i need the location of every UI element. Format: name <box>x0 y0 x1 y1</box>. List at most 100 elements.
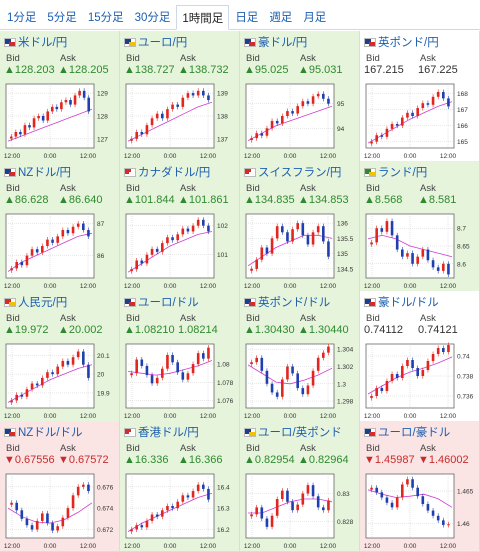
pair-header[interactable]: 豪ドル/円 <box>244 35 307 49</box>
candle <box>265 128 269 136</box>
pair-header[interactable]: 米ドル/円 <box>4 35 67 49</box>
pair-name[interactable]: 米ドル/円 <box>18 37 68 49</box>
rate-card[interactable]: 米ドル/円 Bid Ask ▲128.203 ▲128.205 12:00 0:00 12:0… <box>0 31 120 162</box>
pair-header[interactable]: NZドル/ドル <box>4 425 83 439</box>
pair-name[interactable]: 人民元/円 <box>18 297 68 309</box>
rate-card[interactable]: ランド/円 Bid Ask ▲8.568 ▲8.581 12:00 0:00 12:00 8.7… <box>360 161 480 292</box>
tab-timeframe[interactable]: 1分足 <box>7 12 37 24</box>
rate-card[interactable]: 英ポンド/円 Bid Ask 167.215 167.225 12:00 0:00 12:00… <box>360 31 480 162</box>
tab-timeframe[interactable]: 5分足 <box>47 12 77 24</box>
candle <box>385 497 389 503</box>
pair-name[interactable]: 豪ドル/ドル <box>378 297 439 309</box>
pair-name[interactable]: スイスフラン/円 <box>258 167 342 179</box>
pair-header[interactable]: スイスフラン/円 <box>244 165 341 179</box>
price-chart[interactable]: 12:00 0:00 12:00 20.1 20 19.9 <box>4 342 116 420</box>
pair-header[interactable]: 英ポンド/ドル <box>244 295 330 309</box>
pair-header[interactable]: 人民元/円 <box>4 295 67 309</box>
price-chart[interactable]: 12:00 0:00 12:00 0.676 0.674 0.672 <box>4 472 116 550</box>
price-chart[interactable]: 12:00 0:00 12:00 0.83 0.828 <box>244 472 356 550</box>
price-chart[interactable]: 12:00 0:00 12:00 0.74 0.738 0.736 <box>364 342 476 420</box>
pair-name[interactable]: 英ポンド/円 <box>378 37 439 49</box>
rate-card[interactable]: ユーロ/ドル Bid Ask ▲1.08210 1.08214 12:00 0:00 12:0… <box>120 291 240 422</box>
price-chart[interactable]: 12:00 0:00 12:00 1.08 1.078 1.076 <box>124 342 236 420</box>
rate-card[interactable]: ユーロ/英ポンド Bid Ask ▲0.82954 ▲0.82964 12:00 0:00 1… <box>240 421 360 552</box>
bid-label: Bid <box>246 53 260 64</box>
pair-name[interactable]: ユーロ/豪ドル <box>378 427 451 439</box>
pair-header[interactable]: カナダドル/円 <box>124 165 210 179</box>
pair-name[interactable]: 英ポンド/ドル <box>258 297 331 309</box>
candle <box>286 366 289 380</box>
tab-timeframe[interactable]: 15分足 <box>87 12 124 24</box>
pair-header[interactable]: 香港ドル/円 <box>124 425 199 439</box>
pair-header[interactable]: ユーロ/ドル <box>124 295 199 309</box>
candle <box>426 103 430 105</box>
tab-timeframe[interactable]: 日足 <box>235 12 259 24</box>
rate-card[interactable]: ユーロ/円 Bid Ask ▲138.727 ▲138.732 12:00 0:00 12:0… <box>120 31 240 162</box>
pair-name[interactable]: 豪ドル/円 <box>258 37 308 49</box>
pair-header[interactable]: ランド/円 <box>364 165 427 179</box>
pair-name[interactable]: 香港ドル/円 <box>138 427 199 439</box>
price-chart[interactable]: 12:00 0:00 12:00 95 94 <box>244 82 356 160</box>
candle <box>286 490 289 502</box>
candle <box>130 138 133 141</box>
price-chart[interactable]: 12:00 0:00 12:00 16.4 16.3 16.2 <box>124 472 236 550</box>
pair-name[interactable]: ユーロ/円 <box>138 37 188 49</box>
candle <box>416 256 419 264</box>
rate-card[interactable]: 豪ドル/ドル Bid Ask 0.74112 0.74121 12:00 0:00 12:00… <box>360 291 480 422</box>
pair-name[interactable]: NZドル/ドル <box>18 427 83 439</box>
x-tick-label: 0:00 <box>164 543 177 550</box>
tab-timeframe[interactable]: 30分足 <box>134 12 171 24</box>
pair-name[interactable]: ユーロ/英ポンド <box>258 427 342 439</box>
price-chart[interactable]: 12:00 0:00 12:00 1.465 1.46 <box>364 472 476 550</box>
rate-card[interactable]: 人民元/円 Bid Ask ▲19.972 ▲20.002 12:00 0:00 12:00 2… <box>0 291 120 422</box>
rate-card[interactable]: スイスフラン/円 Bid Ask ▲134.835 ▲134.853 12:00 0:00 1… <box>240 161 360 292</box>
price-chart[interactable]: 12:00 0:00 12:00 129 128 127 <box>4 82 116 160</box>
price-chart[interactable]: 12:00 0:00 12:00 136 135.5 135 134.5 <box>244 212 356 290</box>
candle <box>145 125 149 135</box>
rate-card[interactable]: NZドル/円 Bid Ask ▲86.628 ▲86.640 12:00 0:00 12:00… <box>0 161 120 292</box>
bid-label: Bid <box>246 443 260 454</box>
price-chart[interactable]: 12:00 0:00 12:00 168 167 166 165 <box>364 82 476 160</box>
pair-header[interactable]: NZドル/円 <box>4 165 71 179</box>
chart-svg: 12:00 0:00 12:00 0.74 0.738 0.736 <box>364 342 474 420</box>
x-tick-label: 12:00 <box>320 153 337 160</box>
candle <box>421 103 425 108</box>
candle <box>9 136 13 139</box>
tab-timeframe[interactable]: 週足 <box>269 12 293 24</box>
price-chart[interactable]: 12:00 0:00 12:00 87 86 <box>4 212 116 290</box>
rate-card[interactable]: 香港ドル/円 Bid Ask ▲16.336 ▲16.366 12:00 0:00 12:00… <box>120 421 240 552</box>
candle <box>281 226 284 233</box>
x-tick-label: 12:00 <box>124 153 141 160</box>
pair-header[interactable]: ユーロ/英ポンド <box>244 425 342 439</box>
tab-timeframe[interactable]: 月足 <box>303 12 327 24</box>
y-tick-label: 139 <box>217 91 228 98</box>
pair-name[interactable]: カナダドル/円 <box>138 167 211 179</box>
pair-name[interactable]: NZドル/円 <box>18 167 72 179</box>
candle <box>76 351 80 358</box>
candle <box>416 368 419 376</box>
x-tick-label: 12:00 <box>440 153 457 160</box>
rate-card[interactable]: カナダドル/円 Bid Ask ▲101.844 ▲101.861 12:00 0:00 12… <box>120 161 240 292</box>
pair-header[interactable]: 英ポンド/円 <box>364 35 439 49</box>
price-chart[interactable]: 12:00 0:00 12:00 1.304 1.302 1.3 1.298 <box>244 342 356 420</box>
candle <box>51 372 54 375</box>
pair-name[interactable]: ランド/円 <box>378 167 428 179</box>
rate-card[interactable]: NZドル/ドル Bid Ask ▼0.67556 ▼0.67572 12:00 0:00 12… <box>0 421 120 552</box>
x-tick-label: 0:00 <box>404 413 417 420</box>
candle <box>130 269 133 272</box>
pair-header[interactable]: ユーロ/豪ドル <box>364 425 450 439</box>
candle <box>395 124 399 126</box>
rate-card[interactable]: 英ポンド/ドル Bid Ask ▲1.30430 ▲1.30440 12:00 0:00 12… <box>240 291 360 422</box>
rate-card[interactable]: 豪ドル/円 Bid Ask ▲95.025 ▲95.031 12:00 0:00 12:00 9… <box>240 31 360 162</box>
tab-timeframe[interactable]: 1時間足 <box>176 5 230 30</box>
candle <box>196 484 200 492</box>
pair-header[interactable]: 豪ドル/ドル <box>364 295 439 309</box>
chart-svg: 12:00 0:00 12:00 1.465 1.46 <box>364 473 474 550</box>
rate-card[interactable]: ユーロ/豪ドル Bid Ask ▼1.45987 ▼1.46002 12:00 0:00 12… <box>360 421 480 552</box>
y-tick-label: 8.7 <box>457 226 466 233</box>
pair-header[interactable]: ユーロ/円 <box>124 35 187 49</box>
price-chart[interactable]: 12:00 0:00 12:00 139 138 137 <box>124 82 236 160</box>
price-chart[interactable]: 12:00 0:00 12:00 102 101 <box>124 212 236 290</box>
price-chart[interactable]: 12:00 0:00 12:00 8.7 8.65 8.6 <box>364 212 476 290</box>
pair-name[interactable]: ユーロ/ドル <box>138 297 199 309</box>
